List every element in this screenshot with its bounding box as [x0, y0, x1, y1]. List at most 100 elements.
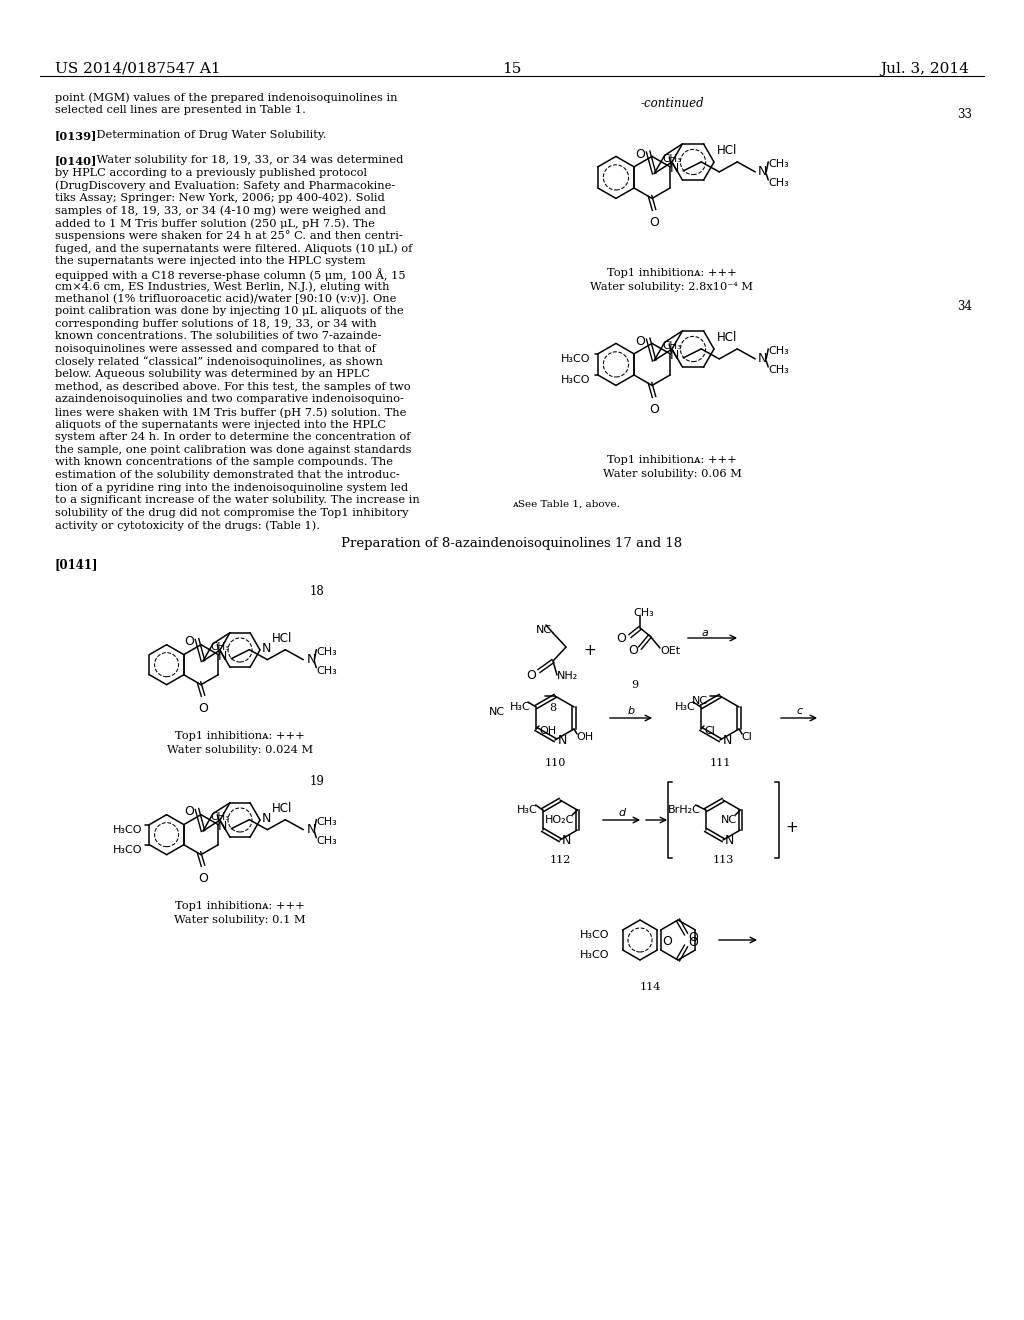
Text: H₃C: H₃C [517, 805, 538, 814]
Text: the sample, one point calibration was done against standards: the sample, one point calibration was do… [55, 445, 412, 455]
Text: O: O [184, 635, 194, 648]
Text: CH₃: CH₃ [768, 346, 788, 356]
Text: 110: 110 [545, 758, 565, 768]
Text: azaindenoisoquinolies and two comparative indenoisoquino-: azaindenoisoquinolies and two comparativ… [55, 395, 403, 404]
Text: Cl: Cl [703, 726, 715, 737]
Text: N: N [262, 813, 271, 825]
Text: N: N [758, 352, 768, 366]
Text: point calibration was done by injecting 10 μL aliquots of the: point calibration was done by injecting … [55, 306, 403, 317]
Text: estimation of the solubility demonstrated that the introduc-: estimation of the solubility demonstrate… [55, 470, 399, 480]
Text: O: O [635, 148, 645, 161]
Text: H₃CO: H₃CO [561, 375, 591, 385]
Text: N: N [670, 350, 679, 363]
Text: ᴀSee Table 1, above.: ᴀSee Table 1, above. [512, 500, 620, 510]
Text: a: a [701, 628, 709, 638]
Text: solubility of the drug did not compromise the Top1 inhibitory: solubility of the drug did not compromis… [55, 508, 409, 517]
Text: tiks Assay; Springer: New York, 2006; pp 400-402). Solid: tiks Assay; Springer: New York, 2006; pp… [55, 193, 385, 203]
Text: Water solubility: 0.024 M: Water solubility: 0.024 M [167, 744, 313, 755]
Text: Jul. 3, 2014: Jul. 3, 2014 [880, 62, 969, 77]
Text: N: N [723, 734, 732, 747]
Text: (DrugDiscovery and Evaluation: Safety and Pharmacokine-: (DrugDiscovery and Evaluation: Safety an… [55, 181, 395, 191]
Text: N: N [218, 820, 227, 833]
Text: Top1 inhibitionᴀ: +++: Top1 inhibitionᴀ: +++ [175, 900, 305, 911]
Text: OH: OH [539, 726, 556, 737]
Text: Water solubility: 2.8x10⁻⁴ M: Water solubility: 2.8x10⁻⁴ M [591, 282, 754, 292]
Text: CH₃: CH₃ [768, 364, 788, 375]
Text: -continued: -continued [640, 96, 703, 110]
Text: [0139]: [0139] [55, 129, 97, 141]
Text: O: O [184, 805, 194, 818]
Text: NC: NC [536, 624, 552, 635]
Text: N: N [562, 833, 571, 846]
Text: Water solubility: 0.06 M: Water solubility: 0.06 M [602, 469, 741, 479]
Text: b: b [628, 706, 635, 715]
Text: 18: 18 [310, 585, 325, 598]
Text: Top1 inhibitionᴀ: +++: Top1 inhibitionᴀ: +++ [607, 268, 737, 279]
Text: HCl: HCl [717, 144, 737, 157]
Text: HCl: HCl [272, 801, 293, 814]
Text: tion of a pyridine ring into the indenoisoquinoline system led: tion of a pyridine ring into the indenoi… [55, 483, 409, 492]
Text: 111: 111 [710, 758, 731, 768]
Text: N: N [306, 653, 315, 667]
Text: O: O [649, 403, 659, 416]
Text: CH₃: CH₃ [316, 817, 337, 826]
Text: CH₃: CH₃ [316, 836, 337, 846]
Text: Water solubility for 18, 19, 33, or 34 was determined: Water solubility for 18, 19, 33, or 34 w… [82, 154, 403, 165]
Text: Preparation of 8-azaindenoisoquinolines 17 and 18: Preparation of 8-azaindenoisoquinolines … [341, 537, 683, 550]
Text: 34: 34 [957, 300, 972, 313]
Text: O: O [526, 669, 536, 682]
Text: Top1 inhibitionᴀ: +++: Top1 inhibitionᴀ: +++ [175, 731, 305, 741]
Text: 8: 8 [550, 704, 557, 713]
Text: NC: NC [692, 696, 708, 706]
Text: CH₃: CH₃ [210, 812, 229, 821]
Text: N: N [262, 643, 271, 656]
Text: Top1 inhibitionᴀ: +++: Top1 inhibitionᴀ: +++ [607, 455, 737, 465]
Text: c: c [797, 706, 803, 715]
Text: CH₃: CH₃ [316, 647, 337, 656]
Text: known concentrations. The solubilities of two 7-azainde-: known concentrations. The solubilities o… [55, 331, 382, 342]
Text: 114: 114 [639, 982, 660, 993]
Text: NC: NC [488, 708, 505, 717]
Text: H₃CO: H₃CO [113, 845, 142, 854]
Text: O: O [198, 871, 208, 884]
Text: cm×4.6 cm, ES Industries, West Berlin, N.J.), eluting with: cm×4.6 cm, ES Industries, West Berlin, N… [55, 281, 389, 292]
Text: the supernatants were injected into the HPLC system: the supernatants were injected into the … [55, 256, 366, 265]
Text: [0140]: [0140] [55, 154, 97, 166]
Text: +: + [785, 820, 799, 836]
Text: 113: 113 [713, 855, 733, 865]
Text: H₃C: H₃C [675, 702, 696, 711]
Text: O: O [628, 644, 638, 657]
Text: O: O [635, 334, 645, 347]
Text: CH₃: CH₃ [633, 609, 653, 618]
Text: 9: 9 [632, 680, 639, 690]
Text: 112: 112 [549, 855, 570, 865]
Text: US 2014/0187547 A1: US 2014/0187547 A1 [55, 62, 220, 77]
Text: with known concentrations of the sample compounds. The: with known concentrations of the sample … [55, 458, 393, 467]
Text: H₃C: H₃C [510, 702, 531, 711]
Text: CH₃: CH₃ [768, 158, 788, 169]
Text: O: O [616, 632, 626, 645]
Text: N: N [725, 833, 734, 846]
Text: O: O [688, 936, 698, 949]
Text: NH₂: NH₂ [557, 671, 579, 681]
Text: N: N [758, 165, 768, 178]
Text: Determination of Drug Water Solubility.: Determination of Drug Water Solubility. [82, 129, 327, 140]
Text: OH: OH [577, 733, 593, 742]
Text: N: N [558, 734, 567, 747]
Text: point (MGM) values of the prepared indenoisoquinolines in: point (MGM) values of the prepared inden… [55, 92, 397, 103]
Text: H₃CO: H₃CO [561, 354, 591, 364]
Text: CH₃: CH₃ [210, 642, 229, 652]
Text: N: N [306, 824, 315, 836]
Text: HO₂C: HO₂C [545, 814, 574, 825]
Text: samples of 18, 19, 33, or 34 (4-10 mg) were weighed and: samples of 18, 19, 33, or 34 (4-10 mg) w… [55, 206, 386, 216]
Text: methanol (1% trifluoroacetic acid)/water [90:10 (v:v)]. One: methanol (1% trifluoroacetic acid)/water… [55, 293, 396, 304]
Text: system after 24 h. In order to determine the concentration of: system after 24 h. In order to determine… [55, 432, 411, 442]
Text: CH₃: CH₃ [663, 154, 682, 164]
Text: 33: 33 [957, 108, 972, 121]
Text: 19: 19 [310, 775, 325, 788]
Text: O: O [198, 702, 208, 714]
Text: noisoquinolines were assessed and compared to that of: noisoquinolines were assessed and compar… [55, 345, 376, 354]
Text: O: O [649, 216, 659, 228]
Text: d: d [618, 808, 626, 818]
Text: aliquots of the supernatants were injected into the HPLC: aliquots of the supernatants were inject… [55, 420, 386, 429]
